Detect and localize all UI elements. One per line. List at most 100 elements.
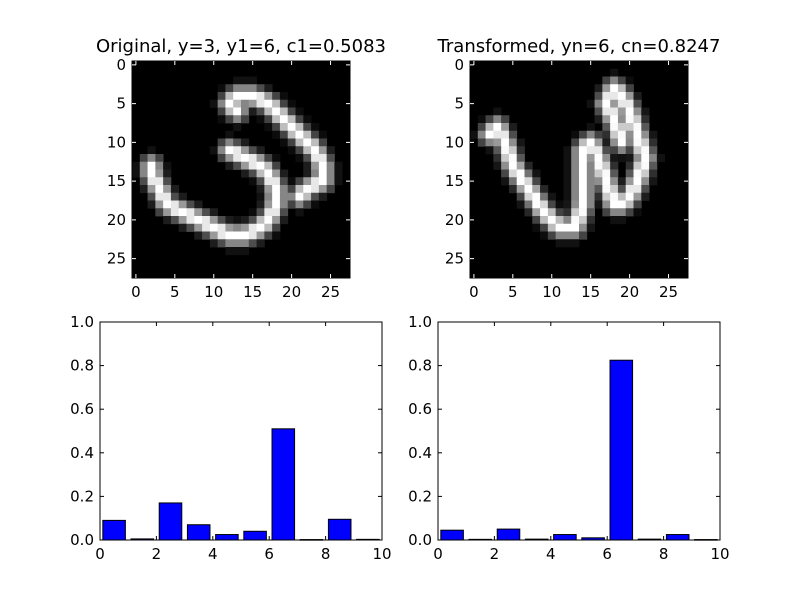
image-pixel bbox=[649, 161, 658, 170]
image-pixel bbox=[233, 84, 242, 93]
y-tick-label: 10 bbox=[107, 133, 126, 151]
image-pixel bbox=[202, 223, 211, 232]
image-pixel bbox=[279, 177, 289, 186]
image-pixel bbox=[563, 146, 572, 155]
image-pixel bbox=[594, 130, 603, 139]
image-pixel bbox=[186, 200, 195, 209]
image-pixel bbox=[225, 146, 234, 155]
image-pixel bbox=[147, 200, 156, 209]
image-pixel bbox=[287, 200, 296, 209]
image-pixel bbox=[579, 192, 588, 201]
axes-frame bbox=[469, 60, 689, 279]
image-pixel bbox=[225, 92, 234, 101]
image-pixel bbox=[633, 130, 642, 139]
image-pixel bbox=[625, 146, 634, 155]
image-pixel bbox=[318, 138, 328, 147]
image-pixel bbox=[625, 185, 634, 194]
image-pixel bbox=[540, 185, 549, 194]
image-pixel bbox=[295, 107, 304, 116]
image-pixel bbox=[178, 200, 187, 209]
image-pixel bbox=[178, 208, 187, 217]
image-pixel bbox=[334, 161, 343, 170]
image-pixel bbox=[264, 115, 273, 124]
image-pixel bbox=[295, 177, 304, 186]
image-pixel bbox=[617, 200, 627, 209]
image-pixel bbox=[540, 208, 549, 217]
image-pixel bbox=[256, 231, 265, 240]
bar-class-0 bbox=[102, 519, 126, 541]
x-tick-label: 25 bbox=[321, 283, 340, 301]
image-pixel bbox=[610, 92, 619, 101]
image-pixel bbox=[170, 192, 180, 201]
axes-frame bbox=[99, 321, 383, 541]
image-pixel bbox=[264, 154, 273, 163]
image-pixel bbox=[540, 216, 549, 225]
bar-class-2 bbox=[158, 502, 183, 541]
image-pixel bbox=[477, 130, 486, 139]
image-pixel bbox=[571, 130, 580, 139]
image-pixel bbox=[594, 92, 603, 101]
image-pixel bbox=[334, 169, 343, 178]
image-pixel bbox=[516, 177, 525, 186]
image-pixel bbox=[256, 208, 265, 217]
image-pixel bbox=[155, 192, 164, 201]
image-pixel bbox=[625, 208, 634, 217]
image-pixel bbox=[217, 115, 226, 124]
image-pixel bbox=[602, 84, 611, 93]
image-pixel bbox=[594, 146, 603, 155]
y-tick-label: 25 bbox=[107, 250, 126, 268]
image-pixel bbox=[303, 169, 312, 178]
image-pixel bbox=[248, 169, 257, 178]
image-pixel bbox=[563, 231, 572, 240]
image-pixel bbox=[493, 107, 502, 116]
image-pixel bbox=[233, 107, 242, 116]
image-pixel bbox=[641, 146, 650, 155]
image-pixel bbox=[516, 185, 525, 194]
image-pixel bbox=[649, 138, 658, 147]
image-pixel bbox=[279, 130, 289, 139]
image-pixel bbox=[610, 130, 619, 139]
image-pixel bbox=[225, 247, 234, 256]
image-pixel bbox=[610, 115, 619, 124]
image-pixel bbox=[163, 161, 172, 170]
image-pixel bbox=[586, 216, 595, 225]
image-pixel bbox=[147, 154, 156, 163]
image-pixel bbox=[485, 123, 494, 132]
image-pixel bbox=[633, 161, 642, 170]
image-pixel bbox=[633, 138, 642, 147]
bar-class-6 bbox=[271, 428, 296, 541]
x-tick-label: 10 bbox=[542, 283, 561, 301]
image-pixel bbox=[248, 146, 257, 155]
x-tick-label: 8 bbox=[659, 545, 669, 563]
image-pixel bbox=[217, 107, 226, 116]
image-pixel bbox=[610, 177, 619, 186]
image-pixel bbox=[501, 123, 510, 132]
image-pixel bbox=[241, 154, 250, 163]
bar-class-5 bbox=[243, 530, 267, 541]
image-pixel bbox=[163, 169, 172, 178]
transformed-probability-bar-chart: 0 2 4 6 8 10 0.0 0.2 0.4 0.6 0.8 1.0 bbox=[408, 313, 729, 563]
image-pixel bbox=[586, 208, 595, 217]
image-pixel bbox=[532, 216, 541, 225]
y-tick-label: 1.0 bbox=[408, 313, 432, 331]
image-pixel bbox=[256, 239, 265, 248]
image-pixel bbox=[233, 123, 242, 132]
image-pixel bbox=[241, 92, 250, 101]
image-pixel bbox=[241, 223, 250, 232]
image-pixel bbox=[602, 192, 611, 201]
image-pixel bbox=[209, 216, 219, 225]
bar-class-8 bbox=[327, 518, 352, 541]
image-pixel bbox=[602, 76, 611, 85]
image-pixel bbox=[625, 177, 634, 186]
image-pixel bbox=[256, 177, 265, 186]
image-pixel bbox=[264, 99, 273, 108]
image-pixel bbox=[194, 200, 203, 209]
image-pixel bbox=[579, 161, 588, 170]
image-pixel bbox=[633, 115, 642, 124]
image-pixel bbox=[318, 169, 328, 178]
image-pixel bbox=[524, 200, 533, 209]
image-pixel bbox=[163, 192, 172, 201]
image-pixel bbox=[610, 107, 619, 116]
image-pixel bbox=[571, 223, 580, 232]
